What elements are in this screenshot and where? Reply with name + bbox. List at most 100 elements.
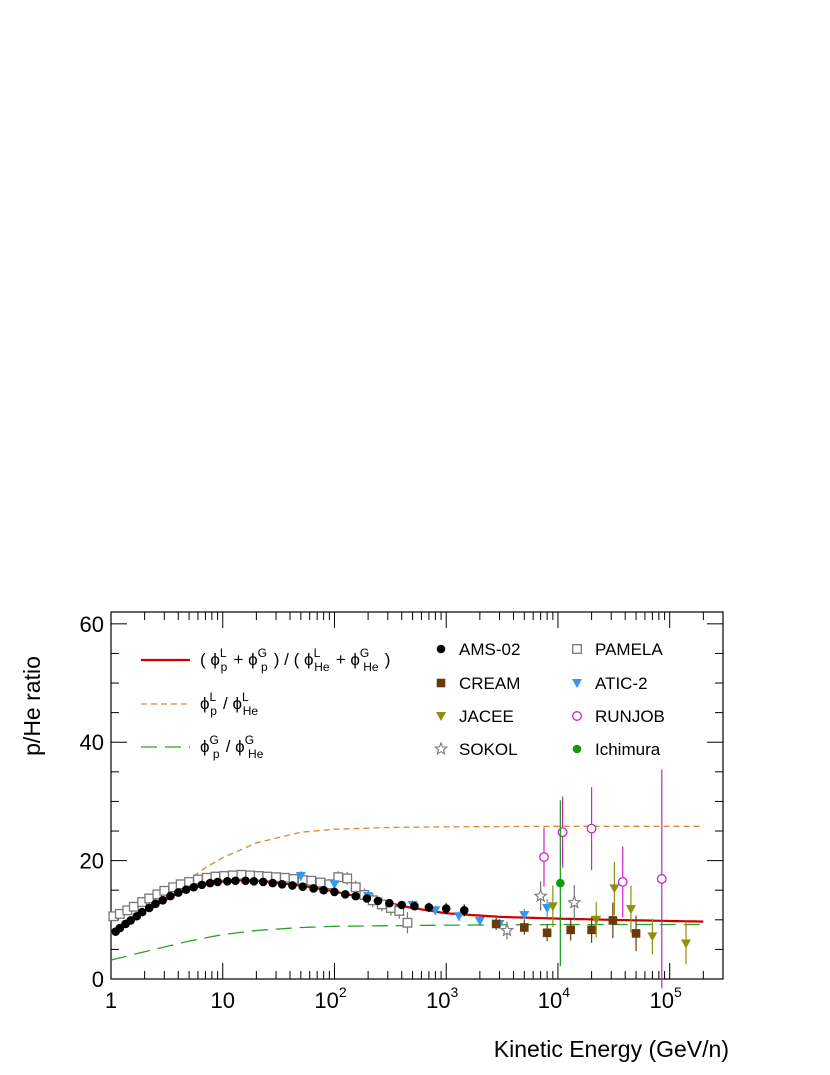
data-point-atic-2 — [542, 903, 553, 913]
formula-op: ) / ( — [269, 650, 304, 669]
data-point-ams-02 — [151, 899, 160, 909]
data-point-ams-02 — [459, 906, 469, 915]
legend-marker-cream — [436, 678, 446, 688]
data-point-ams-02 — [385, 898, 394, 908]
formula-phi: ϕ — [235, 737, 245, 756]
data-point-ams-02 — [410, 901, 419, 911]
data-point-pamela — [342, 873, 353, 884]
formula-subscript: He — [248, 747, 264, 761]
formula-subscript: p — [213, 747, 220, 761]
formula-paren: ) — [380, 650, 390, 669]
formula-phi: ϕ — [200, 737, 210, 756]
x-tick-label: 102 — [314, 984, 346, 1013]
legend-formula-total: ( ϕL p + ϕG p ) / ( ϕL He + ϕG He ) — [200, 646, 390, 674]
formula-phi: ϕ — [200, 694, 210, 713]
data-point-ams-02 — [258, 877, 268, 887]
data-point-ams-02 — [277, 879, 287, 889]
y-tick-label: 60 — [80, 612, 104, 637]
data-point-pamela — [128, 901, 139, 912]
x-tick-label: 104 — [538, 984, 570, 1013]
x-tick-label-base: 1 — [105, 988, 117, 1013]
formula-space — [263, 737, 264, 756]
data-point-cream — [542, 928, 552, 938]
formula-op: + — [331, 650, 350, 669]
data-point-ams-02 — [373, 896, 383, 906]
formula-superscript: L — [314, 646, 321, 660]
data-point-ams-02 — [173, 888, 183, 897]
x-tick-label: 105 — [650, 984, 682, 1013]
data-point-sokol — [567, 895, 582, 909]
series-atic-2 — [295, 871, 553, 929]
formula-phi: ϕ — [233, 694, 243, 713]
data-point-ams-02 — [397, 900, 407, 910]
data-point-ams-02 — [249, 877, 259, 886]
legend-marker-ichimura — [572, 744, 582, 754]
legend-marker-runjob — [572, 711, 582, 721]
formula-op: / — [218, 694, 232, 713]
formula-superscript: L — [220, 646, 227, 660]
axis-ticks — [110, 612, 724, 980]
x-tick-label: 10 — [210, 988, 234, 1013]
data-point-pamela — [333, 872, 344, 883]
data-point-pamela — [306, 875, 317, 886]
formula-superscript: G — [245, 733, 254, 747]
formula-op: + — [229, 650, 248, 669]
formula-superscript: L — [242, 690, 249, 704]
formula-superscript: L — [210, 690, 217, 704]
formula-superscript: G — [258, 646, 267, 660]
formula-subscript: He — [243, 704, 259, 718]
legend-label-atic-2: ATIC-2 — [595, 674, 648, 693]
data-point-pamela — [315, 877, 326, 888]
data-point-jacee — [547, 902, 558, 912]
x-tick-label-base: 10 — [650, 988, 674, 1013]
formula-phi: ϕ — [248, 650, 258, 669]
data-point-runjob — [656, 874, 667, 884]
legend-marker-sokol — [433, 741, 449, 756]
x-tick-label-exponent: 4 — [562, 984, 570, 1000]
data-point-runjob — [586, 823, 597, 834]
data-point-jacee — [681, 939, 692, 949]
legend: ( ϕL p + ϕG p ) / ( ϕL He + ϕG He )ϕL p / ϕL H… — [141, 640, 665, 761]
data-point-ams-02 — [166, 891, 175, 901]
data-point-ams-02 — [319, 885, 328, 895]
data-point-ams-02 — [424, 903, 434, 912]
data-point-cream — [520, 923, 529, 932]
legend-label-sokol: SOKOL — [459, 740, 518, 759]
formula-paren: ( — [200, 650, 210, 669]
formula-phi: ϕ — [304, 650, 314, 669]
series-cream — [491, 902, 641, 952]
data-point-runjob — [539, 852, 549, 863]
data-points — [108, 769, 692, 989]
x-axis-title: Kinetic Energy (GeV/n) — [494, 1036, 729, 1062]
x-tick-label-exponent: 2 — [339, 984, 347, 1000]
data-point-ams-02 — [197, 880, 207, 890]
legend-label-ichimura: Ichimura — [595, 740, 661, 759]
data-point-ams-02 — [158, 895, 167, 905]
formula-subscript: p — [221, 660, 228, 674]
legend-marker-jacee — [436, 712, 446, 721]
series-pamela — [108, 869, 413, 934]
y-tick-label: 20 — [80, 849, 104, 874]
data-point-ams-02 — [181, 885, 191, 894]
data-point-ams-02 — [288, 881, 297, 890]
data-point-jacee — [591, 915, 602, 925]
x-tick-label-base: 10 — [426, 988, 450, 1013]
legend-marker-pamela — [572, 644, 582, 654]
data-point-ams-02 — [126, 916, 135, 925]
legend-label-jacee: JACEE — [459, 707, 514, 726]
data-point-ams-02 — [189, 882, 199, 892]
x-tick-label-exponent: 3 — [451, 984, 459, 1000]
legend-label-ams-02: AMS-02 — [459, 640, 520, 659]
formula-subscript: He — [363, 660, 379, 674]
data-point-ams-02 — [309, 884, 318, 893]
data-point-ams-02 — [213, 877, 222, 887]
formula-phi: ϕ — [350, 650, 360, 669]
data-point-ams-02 — [330, 887, 339, 897]
data-point-jacee — [625, 905, 636, 915]
data-point-sokol — [533, 888, 548, 903]
data-point-cream — [491, 919, 501, 929]
plot-frame — [110, 611, 724, 980]
y-tick-label: 0 — [92, 967, 104, 992]
y-axis-title: p/He ratio — [19, 656, 45, 756]
